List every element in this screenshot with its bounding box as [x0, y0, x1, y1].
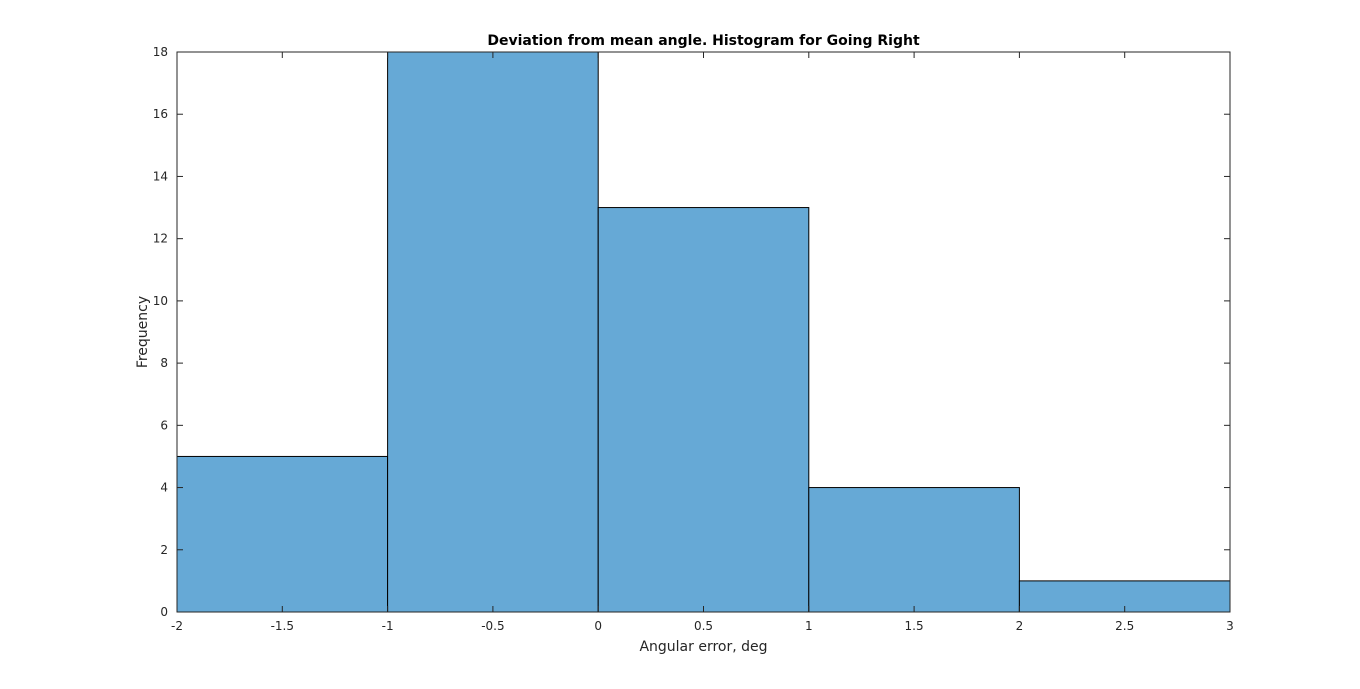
x-tick-label: 2	[1016, 619, 1024, 633]
y-tick-label: 18	[153, 45, 168, 59]
x-tick-label: -2	[171, 619, 183, 633]
histogram-bar	[808, 487, 1020, 613]
y-tick-label: 8	[160, 356, 168, 370]
bars-group	[176, 51, 1231, 613]
x-axis-label: Angular error, deg	[639, 639, 767, 655]
x-tick-label: 3	[1226, 619, 1234, 633]
y-ticks-group: 0 2 4 6 8 10 12 14 16 18	[153, 45, 1230, 619]
y-tick-label: 10	[153, 294, 168, 308]
histogram-bar	[597, 207, 810, 613]
y-tick-label: 4	[160, 481, 168, 495]
chart-title: Deviation from mean angle. Histogram for…	[487, 33, 920, 49]
x-tick-label: 1.5	[905, 619, 924, 633]
x-tick-label: 0	[594, 619, 602, 633]
x-tick-label: -0.5	[481, 619, 504, 633]
y-axis-label: Frequency	[135, 296, 151, 368]
y-tick-label: 0	[160, 605, 168, 619]
x-tick-label: 2.5	[1115, 619, 1134, 633]
y-tick-label: 14	[153, 169, 168, 183]
y-tick-label: 2	[160, 543, 168, 557]
x-tick-label: 1	[805, 619, 813, 633]
x-tick-label: 0.5	[694, 619, 713, 633]
y-tick-label: 16	[153, 107, 168, 121]
x-tick-label: -1.5	[271, 619, 294, 633]
y-tick-label: 6	[160, 418, 168, 432]
x-ticks-group: -2 -1.5 -1 -0.5 0 0.5 1 1.5 2 2.5 3	[171, 52, 1234, 633]
y-tick-label: 12	[153, 232, 168, 246]
histogram-bar	[387, 51, 599, 613]
histogram-bar	[176, 455, 389, 613]
x-tick-label: -1	[382, 619, 394, 633]
